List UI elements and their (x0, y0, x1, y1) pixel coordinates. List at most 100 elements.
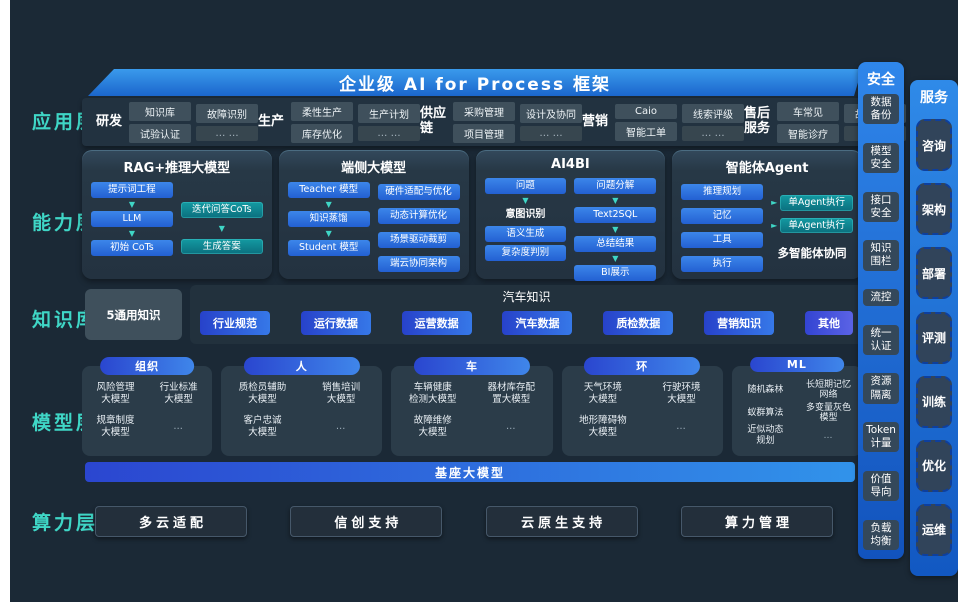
security-chip: 流控 (863, 289, 899, 307)
model-item: 器材库存配 置大模型 (487, 382, 536, 405)
flow-row: ► 单Agent执行 (771, 194, 853, 211)
flow-box: 知识蒸馏 (287, 210, 370, 227)
app-chip: 采购管理 (453, 101, 515, 121)
security-chip: 负载 均衡 (863, 519, 899, 550)
model-item: 质检员辅助 大模型 (238, 382, 287, 405)
app-chip: … … (682, 125, 744, 141)
layer-label-application: 应用层 (31, 111, 98, 133)
app-chip-column: 线索评级 … … (682, 103, 744, 141)
app-chip: Caio (615, 103, 677, 119)
flow-box: 推理规划 (681, 184, 764, 200)
model-group-pill: 车 (413, 357, 531, 375)
flow-box: 问题分解 (574, 178, 657, 194)
app-chip: 故障识别 (196, 103, 258, 123)
service-chip: 运维 (916, 503, 952, 556)
model-item: 长短期记忆 网络 (805, 380, 851, 401)
service-chip: 部署 (916, 247, 952, 300)
capability-panels-row: RAG+推理大模型 提示词工程 ▼ LLM ▼ 初始 CoTs 迭代问答CoTs ▼ 生成答案端… (82, 150, 862, 281)
flow-box: 工具 (681, 232, 764, 248)
kb-chip: 运行数据 (300, 311, 371, 335)
compute-button: 信创支持 (290, 506, 443, 537)
app-chip: 试验认证 (129, 123, 191, 143)
model-item: 近似动态 规划 (747, 425, 784, 446)
service-rail: 服务 咨询 架构 部署 评测 训练 优化 运维 (910, 80, 958, 576)
model-item: 行驶环境 大模型 (662, 382, 701, 405)
arrow-right-icon: ► (771, 198, 778, 208)
arrow-down-icon: ▼ (522, 195, 529, 205)
security-chip: 资源 隔离 (863, 373, 899, 404)
kb-auto-title: 汽车知识 (502, 290, 551, 304)
app-group-name: 研发 (96, 113, 123, 129)
cap-panel: AI4BI 问题 ▼ 意图识别 语义生成 复杂度判别 问题分解 ▼ Text2SQL ▼ 总结结果 ▼… (475, 150, 666, 281)
cap-panel-title: AI4BI (551, 157, 590, 172)
cap-panel-body: 提示词工程 ▼ LLM ▼ 初始 CoTs 迭代问答CoTs ▼ 生成答案 (91, 182, 263, 274)
model-item: 随机森林 (747, 385, 784, 396)
layer-label-compute: 算力层 (31, 512, 98, 534)
model-groups-row: 组织 风险管理 大模型 行业标准 大模型 规章制度 大模型 … 人质检员辅助 大模型 销售培… (82, 357, 862, 456)
flow-box: 总结结果 (574, 235, 657, 252)
app-chip: 线索评级 (682, 103, 744, 123)
kb-chip: 汽车数据 (502, 311, 573, 335)
cap-panel: 端侧大模型 Teacher 模型 ▼ 知识蒸馏 ▼ Student 模型 硬件适配与优化 动态… (278, 150, 469, 279)
application-layer-band: 研发 知识库 试验认证 故障识别… … 生产 柔性生产 库存优化 生产计划… … 供应链 采购管理… (82, 98, 906, 146)
cap-panel-body: 推理规划 记忆 工具 执行 ► 单Agent执行 ► 单Agent执行 多智能体协同 (681, 182, 853, 274)
model-item: … (823, 430, 834, 441)
app-chip-column: 柔性生产 库存优化 (291, 101, 353, 143)
model-group-items: 车辆健康 检测大模型 器材库存配 置大模型 故障维修 大模型… (394, 382, 549, 439)
arrow-down-icon: ▼ (128, 199, 136, 209)
flow-box: Teacher 模型 (287, 182, 370, 198)
arrow-down-icon: ▼ (612, 195, 619, 205)
security-chip: 知识 围栏 (863, 240, 899, 271)
cap-panel: RAG+推理大模型 提示词工程 ▼ LLM ▼ 初始 CoTs 迭代问答CoTs ▼ 生成答案 (82, 150, 272, 279)
flow-box: 迭代问答CoTs (180, 201, 263, 218)
model-item: 故障维修 大模型 (413, 414, 452, 438)
multi-agent-caption: 多智能体协同 (777, 246, 847, 261)
kb-chips-row: 行业规范 运行数据 运营数据 汽车数据 质检数据 营销知识 其他 (190, 305, 863, 335)
flow-row: ► 单Agent执行 (771, 217, 853, 234)
flow-box: 硬件适配与优化 (377, 184, 460, 200)
app-chip-column: 设计及协同 … … (520, 103, 582, 141)
flow-box: 意图识别 (505, 208, 546, 220)
flow-box: Student 模型 (287, 239, 370, 256)
kb-general-box: 5通用知识 (85, 289, 182, 340)
model-item: 行业标准 大模型 (159, 382, 198, 405)
app-chip-column: 车常见 智能诊疗 (777, 101, 839, 143)
cap-panel-body: Teacher 模型 ▼ 知识蒸馏 ▼ Student 模型 硬件适配与优化 动态计算优化场… (287, 182, 460, 274)
arrow-down-icon: ▼ (612, 224, 619, 234)
model-item: 多变量灰色 模型 (805, 402, 851, 424)
kb-general-label: 5通用知识 (106, 307, 161, 322)
flow-box: 场景驱动裁剪 (377, 232, 460, 248)
compute-button: 多云适配 (95, 506, 247, 537)
flow-box: 提示词工程 (91, 182, 173, 198)
app-group-name: 售后服务 (744, 106, 771, 136)
model-group-items: 质检员辅助 大模型 销售培训 大模型 客户忠诚 大模型… (224, 382, 379, 439)
app-chip: 库存优化 (291, 123, 353, 143)
arrow-down-icon: ▼ (325, 228, 332, 238)
kb-chip: 运营数据 (401, 311, 472, 335)
app-chip-column: Caio 智能工单 (615, 103, 677, 141)
arrow-down-icon: ▼ (218, 223, 225, 233)
flow-column-right: 问题分解 ▼ Text2SQL ▼ 总结结果 ▼ BI展示 (574, 178, 657, 281)
flow-box: 复杂度判别 (484, 245, 567, 262)
model-item: 车辆健康 检测大模型 (408, 382, 457, 405)
app-chip: … … (358, 125, 420, 141)
arrow-down-icon: ▼ (612, 253, 619, 263)
service-chip: 训练 (916, 375, 952, 428)
title-banner: 企业级 AI for Process 框架 (88, 69, 862, 96)
app-chip-column: 采购管理 项目管理 (453, 101, 515, 143)
compute-button: 云原生支持 (485, 506, 638, 537)
flow-box: 执行 (681, 256, 764, 272)
page-title: 企业级 AI for Process 框架 (339, 75, 611, 95)
flow-box: 动态计算优化 (377, 208, 460, 224)
model-group-pill: 组织 (100, 357, 194, 375)
flow-box: LLM (91, 210, 173, 227)
app-chip: 生产计划 (358, 103, 420, 123)
flow-column-right: 硬件适配与优化 动态计算优化 场景驱动裁剪 端云协同架构 (377, 182, 460, 274)
cap-panel-body: 问题 ▼ 意图识别 语义生成 复杂度判别 问题分解 ▼ Text2SQL ▼ 总结结果 ▼ BI展示 (484, 178, 657, 281)
service-chip: 咨询 (916, 119, 952, 172)
app-chip: 车常见 (777, 101, 839, 121)
app-chip: 智能诊疗 (777, 123, 839, 143)
model-item: 蚁群算法 (747, 407, 784, 418)
layer-label-knowledge: 知识库 (31, 309, 98, 331)
framework-canvas: 企业级 AI for Process 框架 应用层 能力层 知识库 模型层 算力… (10, 0, 958, 602)
